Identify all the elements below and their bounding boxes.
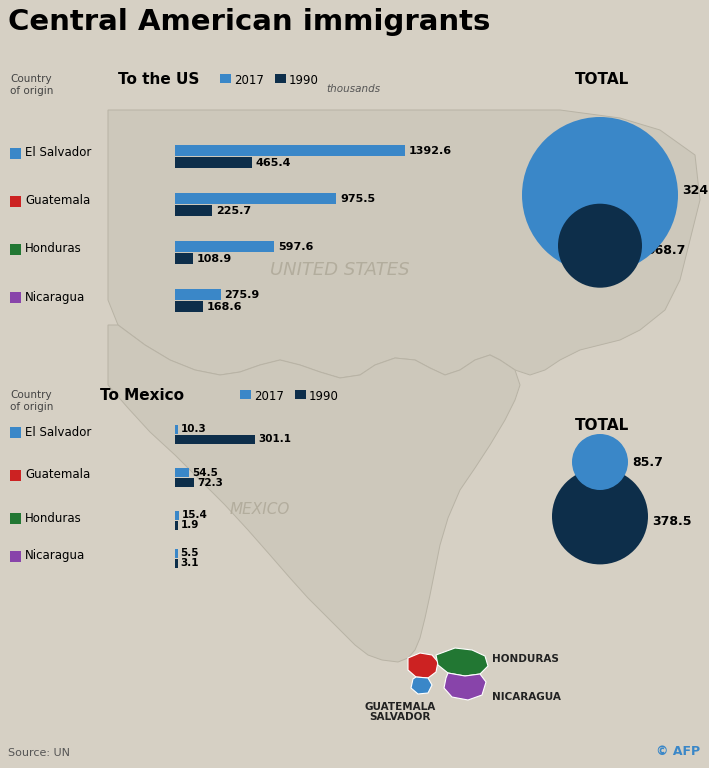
Bar [295,390,306,399]
Text: MEXICO: MEXICO [230,502,290,518]
Text: 2017: 2017 [254,390,284,403]
Text: To Mexico: To Mexico [100,388,184,403]
Text: HONDURAS: HONDURAS [492,654,559,664]
Text: Guatemala: Guatemala [25,194,90,207]
Text: Nicaragua: Nicaragua [25,549,85,562]
Bar [240,390,251,399]
Bar [175,478,194,487]
Text: GUATEMALA: GUATEMALA [364,702,435,712]
Text: 108.9: 108.9 [197,253,233,263]
Polygon shape [411,677,432,694]
Text: 465.4: 465.4 [256,157,291,167]
Polygon shape [108,325,520,662]
Text: © AFP: © AFP [656,745,700,758]
Bar [175,468,189,477]
Bar [175,521,177,530]
Text: UNITED STATES: UNITED STATES [270,261,410,279]
Text: 54.5: 54.5 [192,468,218,478]
Polygon shape [408,653,438,678]
Bar [10,513,21,524]
Bar [10,292,21,303]
Text: 597.6: 597.6 [278,241,313,251]
Text: Country
of origin: Country of origin [10,390,53,412]
Bar [175,549,177,558]
Text: Nicaragua: Nicaragua [25,290,85,303]
Circle shape [572,434,628,490]
Text: Central American immigrants: Central American immigrants [8,8,491,36]
Bar [10,196,21,207]
Polygon shape [444,673,486,700]
Text: 85.7: 85.7 [632,455,663,468]
Text: 5.5: 5.5 [181,548,199,558]
Bar [175,435,255,444]
Text: Guatemala: Guatemala [25,468,90,482]
Text: Honduras: Honduras [25,511,82,525]
Text: 1990: 1990 [289,74,319,87]
Text: TOTAL: TOTAL [575,72,630,87]
Text: 225.7: 225.7 [216,206,252,216]
Bar [220,74,231,83]
Bar [175,301,203,312]
Bar [175,193,336,204]
Text: TOTAL: TOTAL [575,418,630,433]
Text: SALVADOR: SALVADOR [369,712,430,722]
Text: Country
of origin: Country of origin [10,74,53,97]
Text: 10.3: 10.3 [181,425,206,435]
Text: 1392.6: 1392.6 [409,145,452,155]
Bar [175,511,179,520]
Text: El Salvador: El Salvador [25,147,91,160]
Text: El Salvador: El Salvador [25,425,91,439]
Polygon shape [108,110,700,378]
Text: 3.1: 3.1 [181,558,199,568]
Text: 168.6: 168.6 [207,302,242,312]
Bar [175,205,212,216]
Text: thousands: thousands [326,84,380,94]
Bar [275,74,286,83]
Bar [10,551,21,562]
Bar [175,157,252,168]
Bar [175,241,274,252]
Bar [175,289,220,300]
Bar [175,145,405,156]
Bar [10,148,21,159]
Bar [10,470,21,481]
Text: 15.4: 15.4 [182,511,208,521]
Text: Source: UN: Source: UN [8,748,70,758]
Text: 968.7: 968.7 [646,244,686,257]
Text: 3241.7: 3241.7 [682,184,709,197]
Bar [10,244,21,255]
Text: 2017: 2017 [234,74,264,87]
Text: 378.5: 378.5 [652,515,691,528]
Text: Honduras: Honduras [25,243,82,256]
Text: To the US: To the US [118,72,199,87]
Text: 1.9: 1.9 [181,521,199,531]
Circle shape [558,204,642,288]
Polygon shape [436,648,488,676]
Circle shape [552,468,648,564]
Text: 975.5: 975.5 [340,194,375,204]
Circle shape [522,117,678,273]
Bar [175,425,178,434]
Text: 275.9: 275.9 [225,290,259,300]
Bar [175,253,193,264]
Bar [175,559,177,568]
Text: 301.1: 301.1 [258,435,291,445]
Text: 72.3: 72.3 [197,478,223,488]
Bar [10,427,21,438]
Text: NICARAGUA: NICARAGUA [492,692,561,702]
Text: 1990: 1990 [309,390,339,403]
